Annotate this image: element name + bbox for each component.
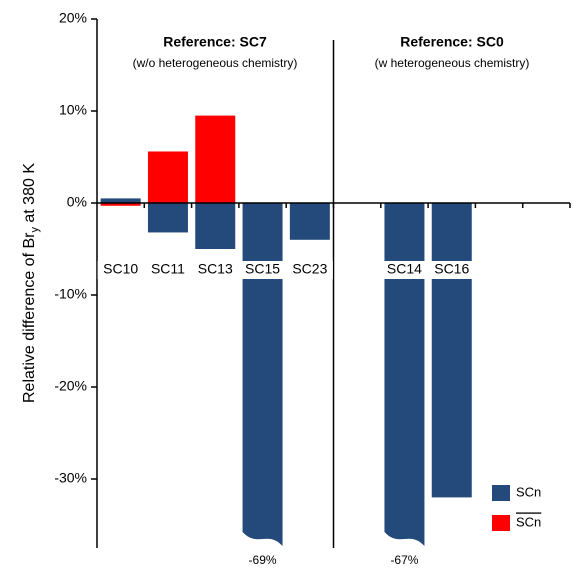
- bar: [195, 115, 236, 203]
- bar: [242, 203, 283, 546]
- legend-swatch: [492, 485, 510, 501]
- bar: [289, 203, 330, 240]
- x-tick-label: SC13: [198, 261, 233, 277]
- y-tick-label: 0%: [67, 194, 87, 210]
- label-bg: [286, 261, 333, 279]
- value-label: -69%: [249, 553, 277, 567]
- bar: [147, 203, 188, 233]
- x-tick-label: SC23: [292, 261, 327, 277]
- label-bg: [381, 261, 428, 279]
- value-label: -67%: [390, 553, 418, 567]
- label-bg: [428, 261, 475, 279]
- y-tick-label: 10%: [59, 102, 87, 118]
- legend-label: SCn: [516, 484, 541, 499]
- annotation: (w heterogeneous chemistry): [375, 56, 530, 70]
- x-tick-label: SC10: [103, 261, 138, 277]
- y-axis-label: Relative difference of Bry at 380 K: [21, 163, 41, 403]
- legend-swatch: [492, 515, 510, 531]
- annotation: (w/o heterogeneous chemistry): [133, 56, 298, 70]
- bar: [195, 203, 236, 249]
- x-tick-label: SC14: [387, 261, 422, 277]
- bar: [384, 203, 425, 546]
- bar: [100, 203, 141, 206]
- y-tick-label: -30%: [54, 470, 87, 486]
- label-bg: [97, 261, 144, 279]
- x-tick-label: SC11: [151, 261, 185, 277]
- y-label-part: at 380 K: [21, 163, 38, 227]
- bar: [100, 198, 141, 203]
- x-tick-label: SC15: [245, 261, 280, 277]
- y-label-sub: y: [29, 227, 41, 233]
- bar: [431, 203, 472, 498]
- x-tick-label: SC16: [434, 261, 469, 277]
- label-bg: [144, 261, 191, 279]
- y-tick-label: -20%: [54, 378, 87, 394]
- label-bg: [192, 261, 239, 279]
- annotation: Reference: SC0: [400, 34, 504, 50]
- y-tick-label: -10%: [54, 286, 87, 302]
- bar: [147, 151, 188, 203]
- legend-label: SCn: [516, 514, 541, 529]
- y-label-part: Relative difference of Br: [21, 232, 38, 403]
- y-tick-label: 20%: [59, 10, 87, 26]
- label-bg: [239, 261, 286, 279]
- annotation: Reference: SC7: [163, 34, 267, 50]
